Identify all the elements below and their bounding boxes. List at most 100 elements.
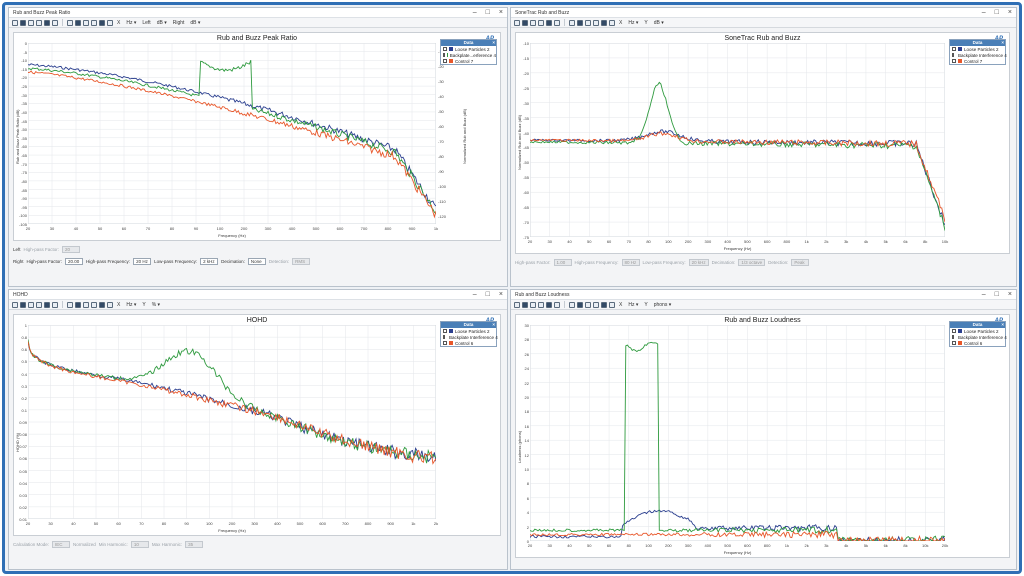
pan-icon[interactable] <box>514 301 520 308</box>
grid-icon[interactable] <box>538 301 544 308</box>
minimize-icon[interactable]: – <box>472 9 477 16</box>
legend-item[interactable]: Control 6 <box>441 340 496 346</box>
settings-icon[interactable] <box>91 301 97 308</box>
legend-checkbox[interactable] <box>952 59 956 63</box>
reset-icon[interactable] <box>601 19 607 26</box>
pan-icon[interactable] <box>12 301 18 308</box>
x-unit-select[interactable]: Hz ▾ <box>126 301 137 308</box>
control-field[interactable]: 20 Hz <box>133 258 152 265</box>
right-unit-select[interactable]: dB ▾ <box>190 19 201 26</box>
legend-checkbox[interactable] <box>443 329 447 333</box>
close-icon[interactable]: × <box>498 291 503 298</box>
marker-icon[interactable] <box>52 19 58 26</box>
minimize-icon[interactable]: – <box>981 9 986 16</box>
cursor-icon[interactable] <box>546 301 552 308</box>
fit-icon[interactable] <box>107 19 113 26</box>
control-field[interactable]: None <box>247 258 266 265</box>
window-titlebar[interactable]: SoneTrac Rub and Buzz – □ × <box>511 8 1016 18</box>
export-icon[interactable] <box>83 19 89 26</box>
pan-icon[interactable] <box>514 19 520 26</box>
cursor-icon[interactable] <box>546 19 552 26</box>
grid-icon[interactable] <box>538 19 544 26</box>
legend-close-icon[interactable]: × <box>1001 322 1004 327</box>
zoom-icon[interactable] <box>522 19 528 26</box>
zoom-icon[interactable] <box>20 301 26 308</box>
maximize-icon[interactable]: □ <box>994 291 999 298</box>
legend-item[interactable]: Backplate Interference 4 <box>441 334 498 340</box>
legend-checkbox[interactable] <box>952 335 954 339</box>
window-titlebar[interactable]: HOHD – □ × <box>9 290 507 300</box>
legend-item[interactable]: Control 7 <box>950 58 1005 64</box>
reset-icon[interactable] <box>99 301 105 308</box>
x-unit-select[interactable]: Hz ▾ <box>628 19 639 26</box>
legend-item[interactable]: Loose Particles 2 <box>441 46 496 52</box>
copy-icon[interactable] <box>577 19 583 26</box>
export-icon[interactable] <box>83 301 89 308</box>
legend-item[interactable]: Loose Particles 2 <box>441 328 496 334</box>
legend-close-icon[interactable]: × <box>492 322 495 327</box>
legend-icon[interactable] <box>67 19 73 26</box>
close-icon[interactable]: × <box>1007 291 1012 298</box>
settings-icon[interactable] <box>593 19 599 26</box>
settings-icon[interactable] <box>91 19 97 26</box>
grid-icon[interactable] <box>36 19 42 26</box>
maximize-icon[interactable]: □ <box>485 291 490 298</box>
fit-icon[interactable] <box>609 301 615 308</box>
copy-icon[interactable] <box>75 19 81 26</box>
close-icon[interactable]: × <box>498 9 503 16</box>
control-field[interactable]: 20.00 <box>65 258 84 265</box>
legend-item[interactable]: Control 6 <box>950 340 1005 346</box>
legend-checkbox[interactable] <box>952 329 956 333</box>
legend-checkbox[interactable] <box>952 47 956 51</box>
zoom-icon[interactable] <box>20 19 26 26</box>
export-icon[interactable] <box>585 19 591 26</box>
maximize-icon[interactable]: □ <box>994 9 999 16</box>
legend-icon[interactable] <box>67 301 73 308</box>
legend-checkbox[interactable] <box>952 341 956 345</box>
cursor-icon[interactable] <box>44 301 50 308</box>
legend-close-icon[interactable]: × <box>1001 40 1004 45</box>
left-unit-select[interactable]: % ▾ <box>151 301 161 308</box>
copy-icon[interactable] <box>577 301 583 308</box>
x-unit-select[interactable]: Hz ▾ <box>628 301 639 308</box>
legend-close-icon[interactable]: × <box>492 40 495 45</box>
select-icon[interactable] <box>28 301 34 308</box>
export-icon[interactable] <box>585 301 591 308</box>
copy-icon[interactable] <box>75 301 81 308</box>
maximize-icon[interactable]: □ <box>485 9 490 16</box>
zoom-icon[interactable] <box>522 301 528 308</box>
minimize-icon[interactable]: – <box>472 291 477 298</box>
left-unit-select[interactable]: dB ▾ <box>156 19 167 26</box>
fit-icon[interactable] <box>107 301 113 308</box>
legend-item[interactable]: Control 7 <box>441 58 496 64</box>
legend-checkbox[interactable] <box>443 59 447 63</box>
select-icon[interactable] <box>530 301 536 308</box>
window-titlebar[interactable]: Rub and Buzz Peak Ratio – □ × <box>9 8 507 18</box>
marker-icon[interactable] <box>554 301 560 308</box>
x-unit-select[interactable]: Hz ▾ <box>126 19 137 26</box>
legend-checkbox[interactable] <box>952 53 954 57</box>
legend-item[interactable]: Backplate Interference 4 <box>950 334 1007 340</box>
minimize-icon[interactable]: – <box>981 291 986 298</box>
marker-icon[interactable] <box>554 19 560 26</box>
legend-checkbox[interactable] <box>443 47 447 51</box>
marker-icon[interactable] <box>52 301 58 308</box>
legend-item[interactable]: Loose Particles 2 <box>950 46 1005 52</box>
legend-item[interactable]: Backplate...erference 4 <box>441 52 496 58</box>
control-field[interactable]: 2 kHz <box>200 258 219 265</box>
grid-icon[interactable] <box>36 301 42 308</box>
legend-checkbox[interactable] <box>443 335 445 339</box>
window-titlebar[interactable]: Rub and Buzz Loudness – □ × <box>511 290 1016 300</box>
cursor-icon[interactable] <box>44 19 50 26</box>
legend-checkbox[interactable] <box>443 341 447 345</box>
reset-icon[interactable] <box>601 301 607 308</box>
settings-icon[interactable] <box>593 301 599 308</box>
legend-icon[interactable] <box>569 19 575 26</box>
legend-item[interactable]: Loose Particles 2 <box>950 328 1005 334</box>
reset-icon[interactable] <box>99 19 105 26</box>
select-icon[interactable] <box>530 19 536 26</box>
left-unit-select[interactable]: dB ▾ <box>653 19 664 26</box>
select-icon[interactable] <box>28 19 34 26</box>
close-icon[interactable]: × <box>1007 9 1012 16</box>
pan-icon[interactable] <box>12 19 18 26</box>
